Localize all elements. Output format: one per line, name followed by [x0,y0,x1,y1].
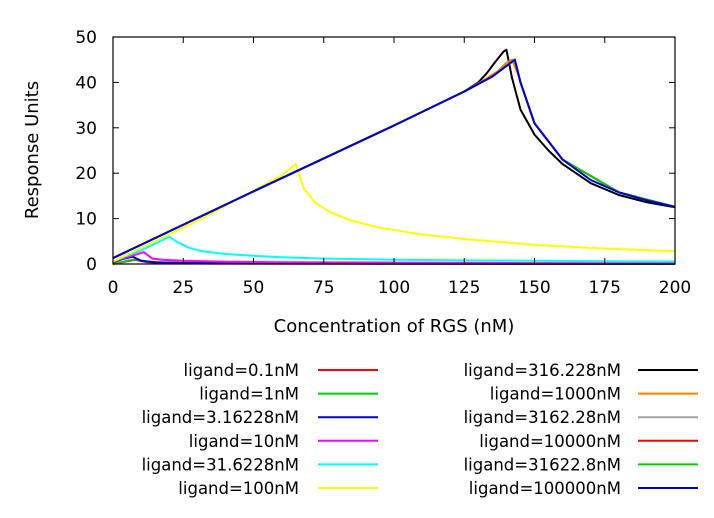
y-tick-label: 30 [75,119,97,139]
y-axis-title: Response Units [22,81,43,219]
x-tick-label: 75 [313,278,335,298]
x-tick-label: 200 [659,278,691,298]
x-axis-title: Concentration of RGS (nM) [274,316,515,337]
x-tick-label: 175 [589,278,621,298]
y-tick-label: 50 [75,28,97,48]
legend-label: ligand=0.1nM [184,361,299,380]
x-tick-label: 50 [243,278,265,298]
legend-label: ligand=1000nM [490,385,621,404]
legend-label: ligand=31.6228nM [142,455,299,474]
y-tick-label: 0 [86,255,97,275]
legend-label: ligand=3162.28nM [464,408,621,427]
series-line [112,58,676,260]
series-line [112,163,676,263]
y-tick-label: 10 [75,210,97,230]
series-line [112,58,676,260]
series-line [112,58,676,260]
y-tick-label: 40 [75,73,97,93]
series-line [112,48,676,260]
legend-label: ligand=10nM [189,432,299,451]
ticks-layer: 0 25 50 75 100 125 150 175 200 0 10 20 30 40 50 [75,28,691,298]
x-tick-label: 25 [172,278,194,298]
legend-label: ligand=100nM [178,479,299,498]
x-tick-label: 150 [518,278,550,298]
x-tick-label: 0 [108,278,119,298]
series-line [112,235,676,263]
x-tick-label: 100 [378,278,410,298]
y-tick-label: 20 [75,164,97,184]
series-layer [112,48,676,265]
legend-label: ligand=3.16228nM [142,408,299,427]
legend-label: ligand=1nM [199,385,299,404]
series-line [112,58,676,260]
legend-label: ligand=316.228nM [464,361,621,380]
legend-label: ligand=10000nM [479,432,621,451]
legend-label: ligand=31622.8nM [464,455,621,474]
legend: ligand=0.1nM ligand=1nM ligand=3.16228nM li… [142,361,698,498]
legend-label: ligand=100000nM [469,479,621,498]
x-tick-label: 125 [448,278,480,298]
series-line [112,58,676,260]
